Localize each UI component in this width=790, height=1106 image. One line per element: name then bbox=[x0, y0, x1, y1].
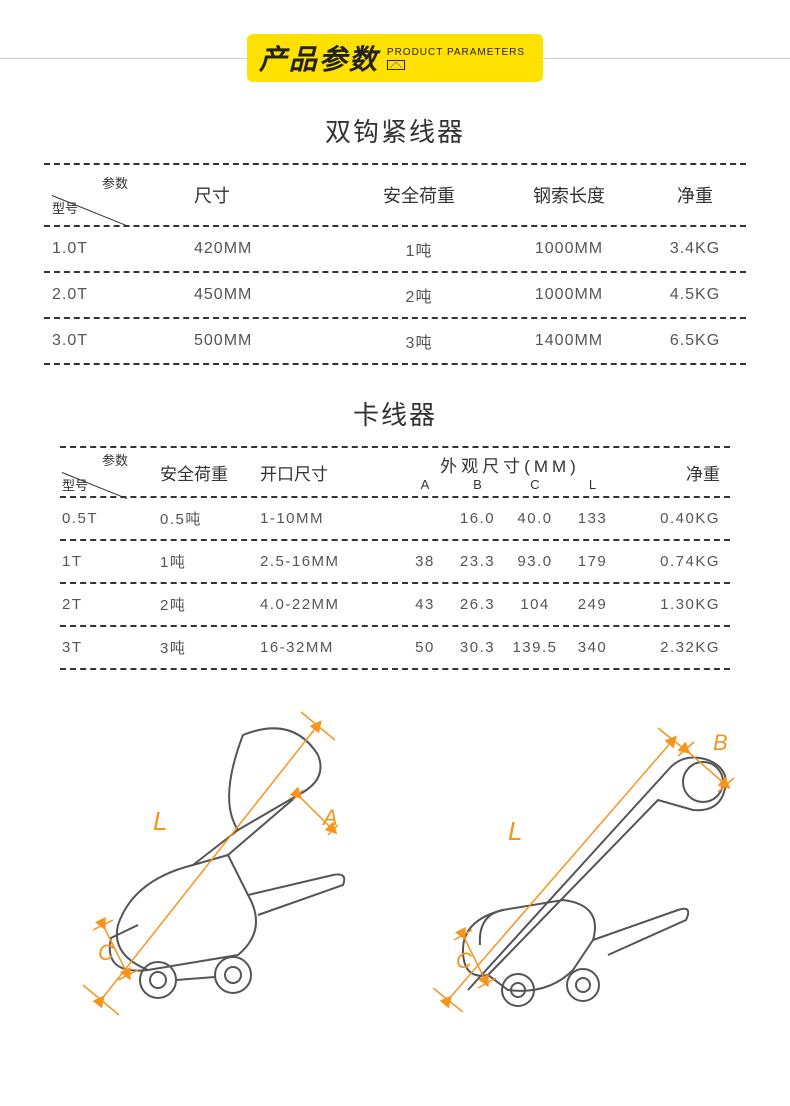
badge-en-wrap: PRODUCT PARAMETERS bbox=[387, 47, 525, 70]
dim-B: B bbox=[713, 730, 728, 755]
dim-C: C bbox=[456, 948, 472, 973]
col-outer: 外观尺寸(MM) bbox=[440, 452, 580, 477]
diag-top: 参数 bbox=[102, 450, 128, 469]
col-cable: 钢索长度 bbox=[494, 182, 644, 208]
table2-header: 参数 型号 安全荷重 开口尺寸 外观尺寸(MM) A B C L 净重 bbox=[60, 446, 730, 498]
table-row: 2T 2吨 4.0-22MM 43 26.3 104 249 1.30KG bbox=[60, 584, 730, 627]
table2-title: 卡线器 bbox=[0, 395, 790, 432]
table2: 参数 型号 安全荷重 开口尺寸 外观尺寸(MM) A B C L 净重 0.5T… bbox=[60, 446, 730, 670]
diag-bot: 型号 bbox=[62, 475, 88, 494]
col-size: 尺寸 bbox=[194, 182, 344, 208]
table-row: 1T 1吨 2.5-16MM 38 23.3 93.0 179 0.74KG bbox=[60, 541, 730, 584]
table-row: 3.0T 500MM 3吨 1400MM 6.5KG bbox=[44, 319, 746, 365]
header: 产品参数 PRODUCT PARAMETERS bbox=[0, 34, 790, 82]
col-load: 安全荷重 bbox=[160, 460, 260, 485]
dim-L: L bbox=[153, 806, 167, 836]
table-row: 1.0T 420MM 1吨 1000MM 3.4KG bbox=[44, 227, 746, 273]
col-load: 安全荷重 bbox=[344, 182, 494, 208]
col-opening: 开口尺寸 bbox=[260, 460, 400, 485]
table1-header: 参数 型号 尺寸 安全荷重 钢索长度 净重 bbox=[44, 163, 746, 227]
badge-cn: 产品参数 bbox=[259, 38, 379, 78]
diagram-left: L A C bbox=[43, 700, 383, 1020]
header-line-right bbox=[543, 58, 790, 59]
diag-header-cell: 参数 型号 bbox=[62, 452, 132, 492]
table-row: 3T 3吨 16-32MM 50 30.3 139.5 340 2.32KG bbox=[60, 627, 730, 670]
table-row: 0.5T 0.5吨 1-10MM 16.0 40.0 133 0.40KG bbox=[60, 498, 730, 541]
header-line-left bbox=[0, 58, 247, 59]
diag-bot: 型号 bbox=[52, 198, 78, 217]
diag-header-cell: 参数 型号 bbox=[52, 175, 132, 215]
dim-C: C bbox=[98, 940, 114, 965]
table1-title: 双钩紧线器 bbox=[0, 112, 790, 149]
table-row: 2.0T 450MM 2吨 1000MM 4.5KG bbox=[44, 273, 746, 319]
col-weight: 净重 bbox=[620, 460, 730, 485]
diagram-right: L B C bbox=[408, 700, 748, 1020]
dim-A: A bbox=[321, 805, 338, 830]
diag-top: 参数 bbox=[102, 173, 128, 192]
col-weight: 净重 bbox=[644, 182, 746, 208]
dim-L: L bbox=[508, 816, 522, 846]
envelope-icon bbox=[387, 60, 405, 70]
header-badge: 产品参数 PRODUCT PARAMETERS bbox=[247, 34, 543, 82]
badge-en: PRODUCT PARAMETERS bbox=[387, 47, 525, 58]
table1: 参数 型号 尺寸 安全荷重 钢索长度 净重 1.0T 420MM 1吨 1000… bbox=[44, 163, 746, 365]
diagrams: L A C bbox=[0, 700, 790, 1020]
